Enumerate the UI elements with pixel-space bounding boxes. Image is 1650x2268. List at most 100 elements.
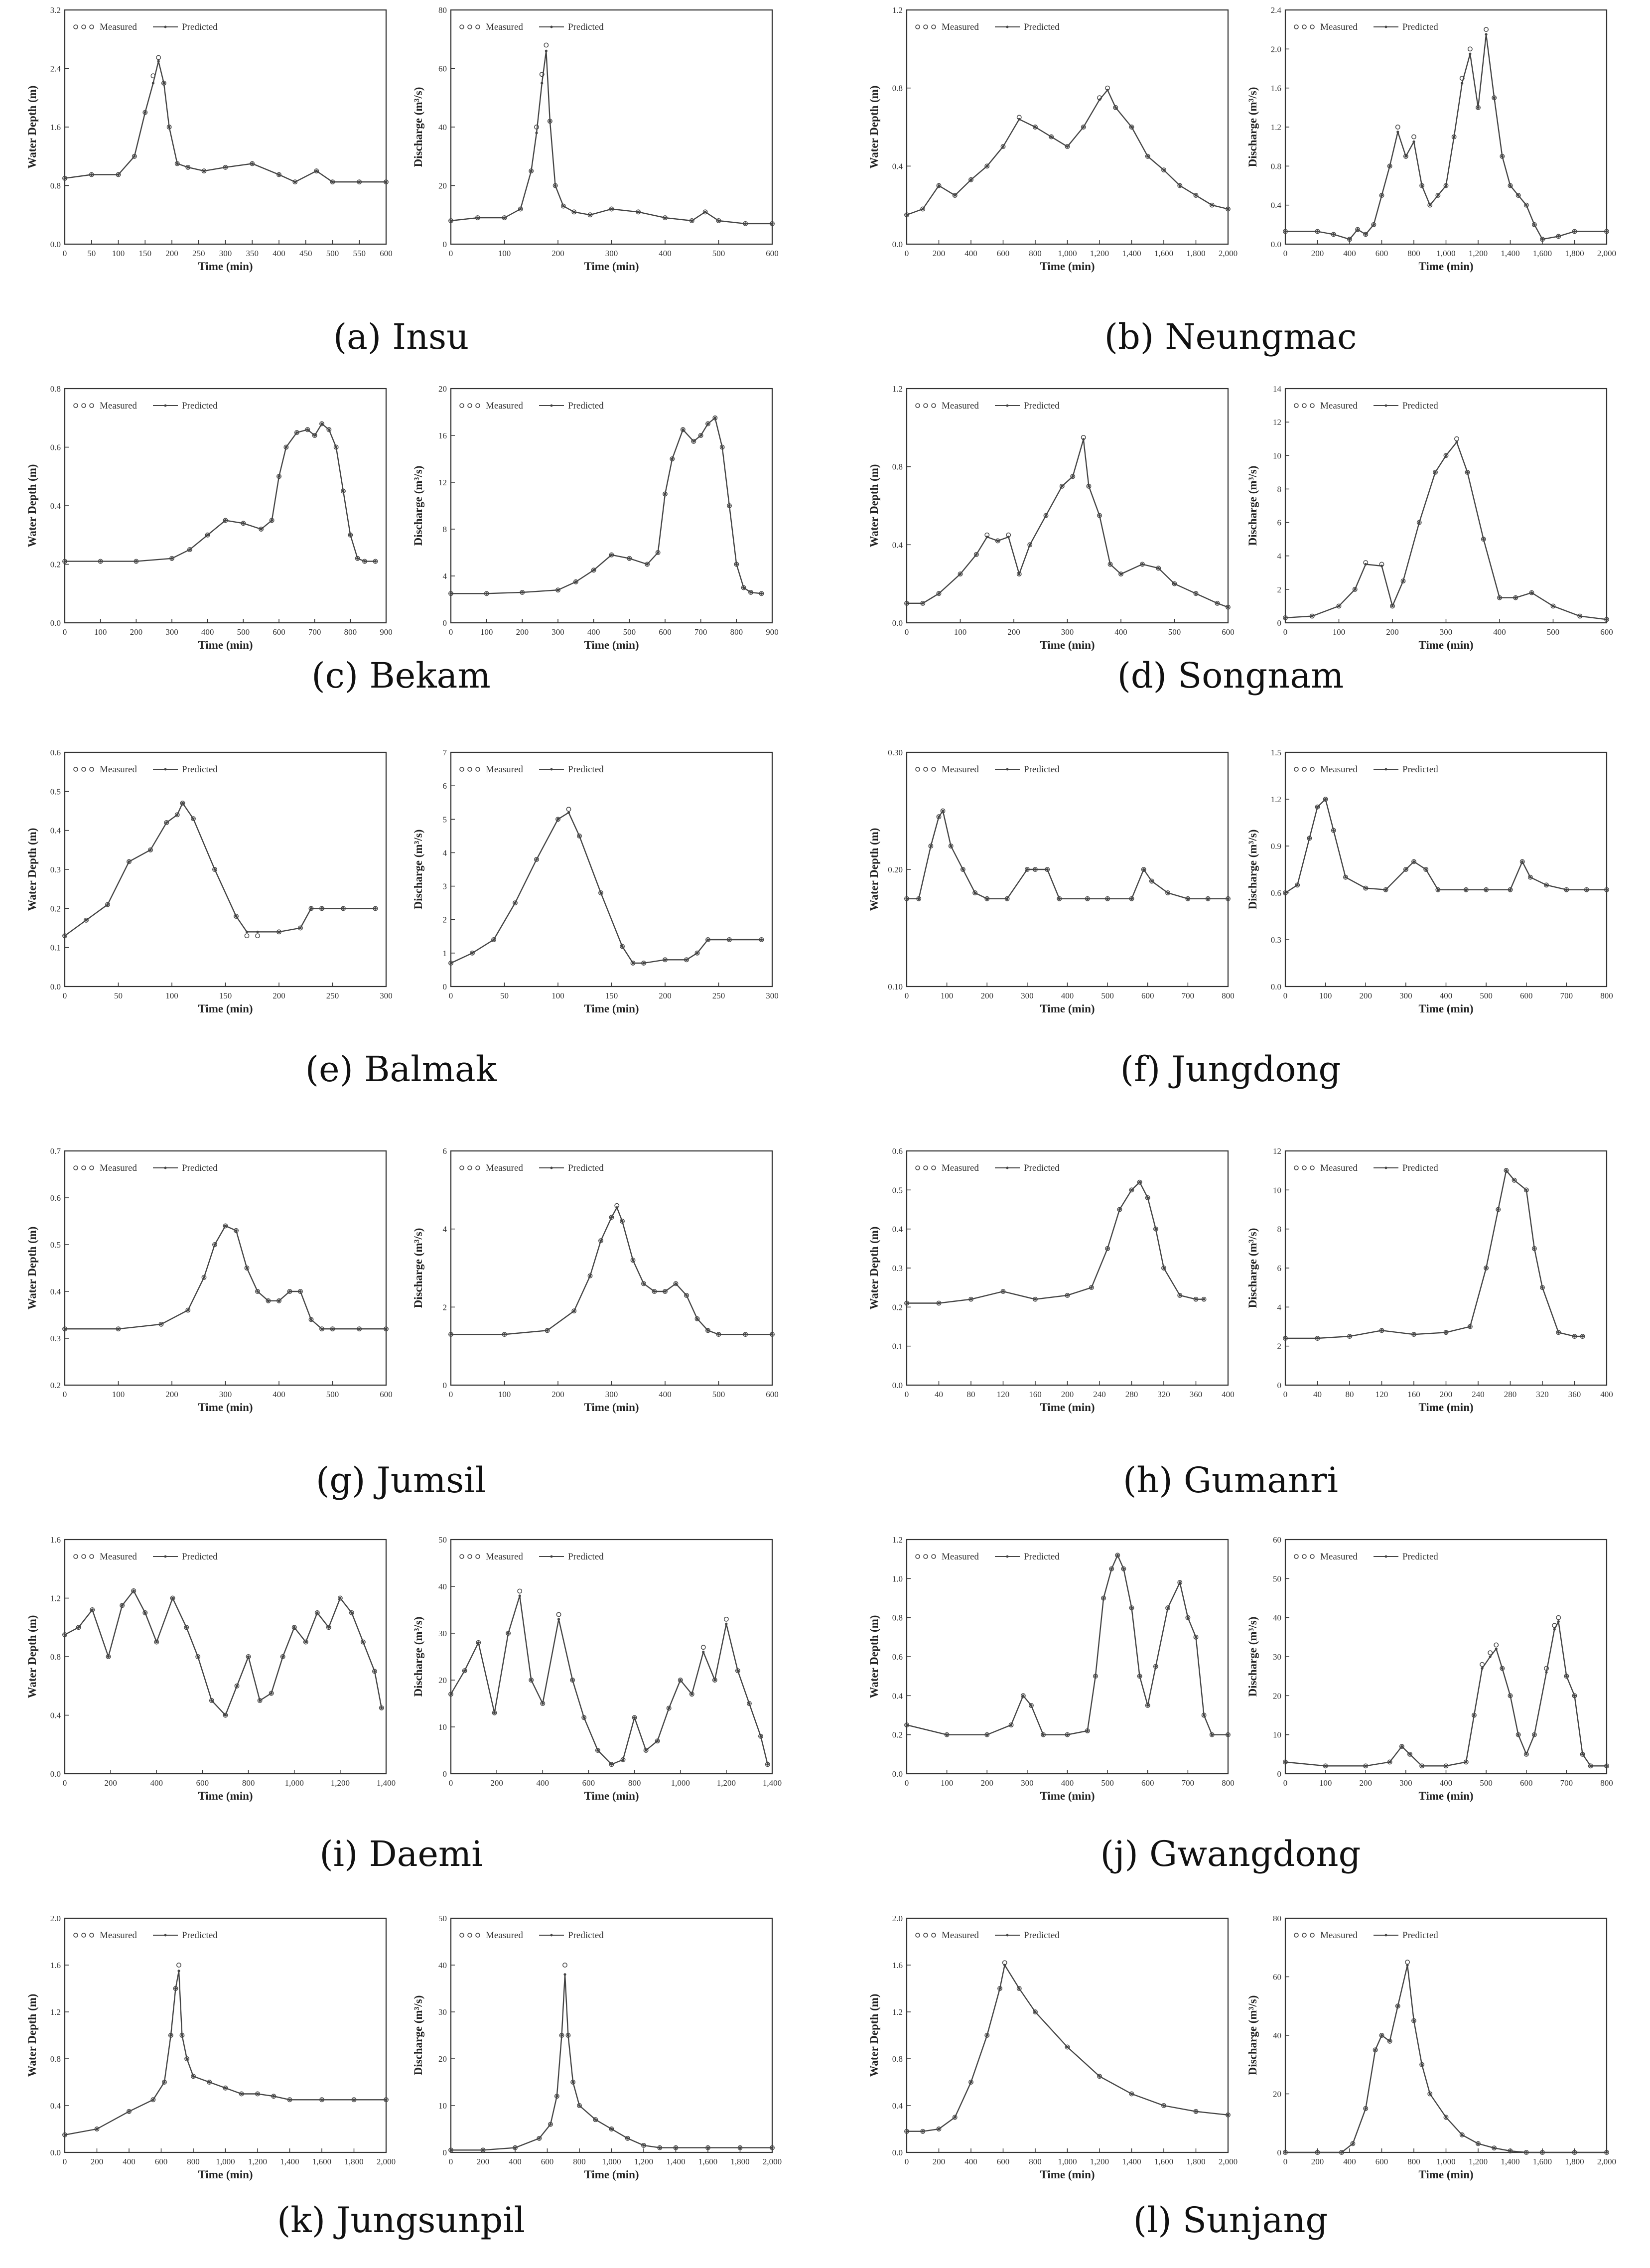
- x-tick-label: 600: [1141, 1778, 1154, 1788]
- legend-measured-marker: [467, 24, 472, 29]
- measured-point: [1089, 1285, 1094, 1290]
- predicted-point: [1332, 829, 1335, 832]
- legend-measured-marker: [475, 1554, 480, 1559]
- predicted-point: [921, 207, 924, 211]
- x-tick-label: 600: [1222, 627, 1235, 637]
- legend: Measured Predicted: [915, 22, 1060, 32]
- legend-measured-marker: [931, 24, 936, 29]
- y-tick-label: 2.4: [1271, 5, 1282, 15]
- predicted-point: [1284, 1337, 1287, 1340]
- predicted-point: [1044, 514, 1048, 517]
- x-tick-label: 200: [1061, 1390, 1074, 1399]
- measured-point: [448, 961, 453, 966]
- x-tick-label: 200: [1311, 249, 1324, 258]
- measured-point: [620, 944, 625, 949]
- x-tick-label: 400: [1061, 1778, 1074, 1788]
- y-tick-label: 3: [443, 882, 447, 891]
- predicted-point: [599, 1239, 602, 1242]
- x-tick-label: 500: [237, 627, 250, 637]
- legend-measured-marker: [923, 1933, 928, 1938]
- plot-frame: [906, 751, 1229, 988]
- measured-point: [1467, 46, 1473, 52]
- legend-measured-marker: [1302, 1165, 1307, 1170]
- predicted-point: [610, 2127, 613, 2130]
- legend-measured-marker: [73, 1165, 78, 1170]
- measured-point: [1363, 232, 1369, 237]
- measured-point: [1403, 153, 1408, 159]
- legend: Measured Predicted: [73, 1552, 218, 1562]
- predicted-point: [592, 568, 595, 571]
- legend-predicted-marker: [164, 25, 167, 28]
- predicted-point: [1102, 1596, 1105, 1600]
- legend-measured-marker: [475, 1165, 480, 1170]
- legend-measured-marker: [475, 403, 480, 408]
- predicted-point: [1493, 2146, 1496, 2149]
- legend-predicted-label: Predicted: [568, 1930, 604, 1941]
- x-tick-label: 200: [273, 991, 285, 1000]
- legend-predicted-label: Predicted: [1024, 1552, 1060, 1562]
- predicted-point: [1466, 471, 1469, 474]
- x-tick-label: 0: [449, 627, 453, 637]
- measured-point: [1443, 453, 1449, 458]
- legend-predicted-marker: [1384, 768, 1387, 771]
- legend-measured-marker: [475, 767, 480, 772]
- predicted-point: [180, 2034, 184, 2037]
- y-tick-label: 4: [443, 1225, 447, 1234]
- measured-point: [195, 1654, 201, 1659]
- x-tick-label: 600: [380, 249, 393, 258]
- y-tick-label: 20: [438, 181, 447, 191]
- legend-measured-marker: [81, 1554, 86, 1559]
- predicted-point: [571, 1679, 574, 1682]
- predicted-point: [335, 445, 338, 449]
- x-tick-label: 500: [326, 249, 339, 258]
- plot-frame: [1284, 1150, 1608, 1386]
- measured-point: [746, 1701, 752, 1706]
- legend: Measured Predicted: [915, 1163, 1060, 1173]
- x-tick-label: 400: [123, 2157, 136, 2166]
- predicted-point: [1227, 897, 1230, 900]
- legend-measured-marker: [1294, 403, 1299, 408]
- predicted-point: [1316, 806, 1319, 809]
- legend: Measured Predicted: [915, 401, 1060, 411]
- predicted-point: [1428, 204, 1431, 207]
- predicted-point: [1211, 1733, 1214, 1736]
- y-tick-label: 0.0: [892, 1381, 903, 1390]
- legend-measured-marker: [915, 1554, 920, 1559]
- measured-point: [1459, 2132, 1465, 2137]
- predicted-point: [1114, 106, 1117, 109]
- x-tick-label: 900: [766, 627, 779, 637]
- series-predicted-line: [907, 810, 1228, 900]
- chart-jungsunpil-discharge: 0 10 20 30 40 50 0 200 400 600 800 1,000 1,200 1,400 1…: [412, 1914, 782, 2181]
- x-tick-label: 300: [1021, 1778, 1034, 1788]
- predicted-point: [449, 219, 452, 222]
- y-tick-label: 0.8: [892, 1613, 903, 1623]
- x-tick-label: 1,600: [698, 2157, 717, 2166]
- x-tick-label: 0: [63, 249, 67, 258]
- measured-point: [1145, 153, 1150, 159]
- predicted-point: [514, 2146, 517, 2149]
- measured-point: [62, 1632, 67, 1637]
- legend-predicted-label: Predicted: [1024, 764, 1060, 775]
- predicted-point: [969, 2081, 972, 2084]
- measured-point: [1070, 474, 1076, 479]
- legend-predicted-marker: [164, 1555, 167, 1558]
- measured-point: [1443, 2115, 1449, 2120]
- legend-measured-label: Measured: [942, 401, 979, 411]
- predicted-point: [702, 1651, 705, 1654]
- measured-point: [1105, 1246, 1110, 1251]
- captions-layer: (a) Insu (b) Neungmac (c) Bekam (d) Songnam…: [277, 316, 1361, 2241]
- predicted-point: [1444, 184, 1448, 187]
- y-tick-label: 1.2: [1271, 795, 1281, 804]
- measured-point: [223, 1223, 228, 1229]
- panel-caption: (b) Neungmac: [1104, 316, 1357, 357]
- x-tick-label: 1,800: [1186, 2157, 1205, 2166]
- x-tick-label: 400: [1440, 1778, 1453, 1788]
- predicted-point: [1348, 1335, 1351, 1338]
- y-tick-label: 20: [438, 1676, 447, 1685]
- x-tick-label: 0: [63, 991, 67, 1000]
- legend-predicted-label: Predicted: [1024, 401, 1060, 411]
- predicted-point: [320, 422, 323, 425]
- predicted-point: [578, 2104, 581, 2107]
- measured-point: [154, 1639, 159, 1645]
- predicted-point: [362, 1641, 365, 1644]
